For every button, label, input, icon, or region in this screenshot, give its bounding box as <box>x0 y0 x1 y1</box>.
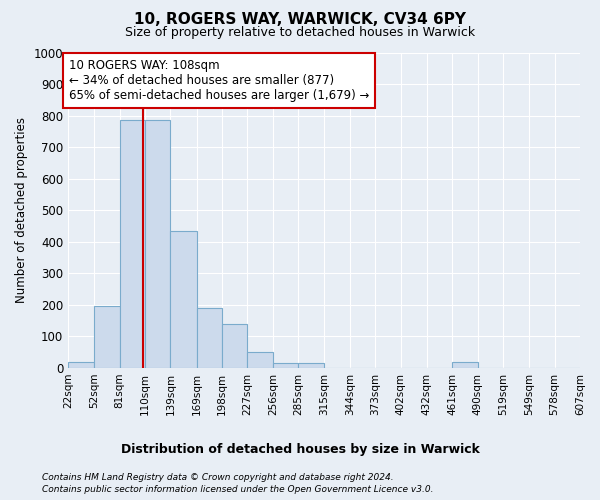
Text: 10, ROGERS WAY, WARWICK, CV34 6PY: 10, ROGERS WAY, WARWICK, CV34 6PY <box>134 12 466 28</box>
Bar <box>197 308 222 368</box>
Bar <box>222 324 247 368</box>
Bar <box>273 364 298 368</box>
Bar <box>145 120 170 368</box>
Text: 10 ROGERS WAY: 108sqm
← 34% of detached houses are smaller (877)
65% of semi-det: 10 ROGERS WAY: 108sqm ← 34% of detached … <box>69 59 369 102</box>
Bar <box>452 362 478 368</box>
Text: Size of property relative to detached houses in Warwick: Size of property relative to detached ho… <box>125 26 475 39</box>
Text: Contains HM Land Registry data © Crown copyright and database right 2024.: Contains HM Land Registry data © Crown c… <box>42 472 394 482</box>
Bar <box>298 364 325 368</box>
Y-axis label: Number of detached properties: Number of detached properties <box>15 118 28 304</box>
Bar <box>94 306 119 368</box>
Bar <box>170 231 197 368</box>
Bar <box>119 120 145 368</box>
Text: Distribution of detached houses by size in Warwick: Distribution of detached houses by size … <box>121 442 479 456</box>
Text: Contains public sector information licensed under the Open Government Licence v3: Contains public sector information licen… <box>42 485 433 494</box>
Bar <box>247 352 273 368</box>
Bar <box>68 362 94 368</box>
